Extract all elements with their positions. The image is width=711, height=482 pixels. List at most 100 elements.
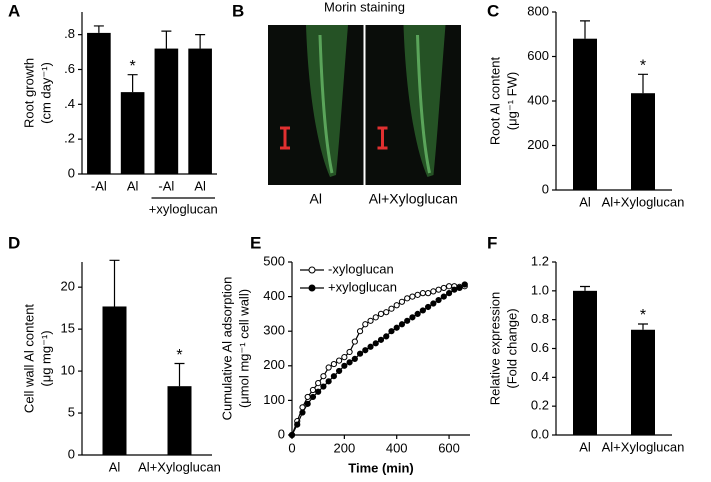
y-tick-label: 400 <box>263 288 285 303</box>
y-tick-label: 0.0 <box>531 426 549 441</box>
data-point <box>362 347 369 354</box>
significance-mark: * <box>130 58 136 75</box>
data-point <box>383 333 390 340</box>
data-point <box>419 290 426 297</box>
data-point <box>325 378 332 385</box>
data-point <box>404 295 411 302</box>
x-tick-label: 200 <box>334 440 356 455</box>
error-bar <box>638 323 648 330</box>
y-tick-label: 0.2 <box>531 398 549 413</box>
panel-letter: D <box>8 233 20 252</box>
bar <box>102 306 127 455</box>
data-point <box>398 298 406 305</box>
x-tick-label: 400 <box>386 440 408 455</box>
data-point <box>341 362 348 369</box>
panel-letter: E <box>250 233 261 252</box>
data-point <box>419 307 426 314</box>
data-point <box>330 373 337 380</box>
data-point <box>367 317 374 324</box>
y-tick-label: 1.2 <box>531 253 549 268</box>
data-point <box>351 355 358 362</box>
data-point <box>461 281 468 288</box>
y-tick-label: .8 <box>64 26 75 41</box>
series-line <box>291 283 466 436</box>
data-point <box>388 328 395 335</box>
root-signal <box>416 34 431 174</box>
group-label: +xyloglucan <box>149 201 218 216</box>
y-axis-label: (μg mg⁻¹) <box>38 330 53 386</box>
series-line <box>291 285 465 436</box>
x-tick-label: Al <box>579 439 591 454</box>
data-point <box>388 305 395 312</box>
y-tick-label: 200 <box>527 137 549 152</box>
bar <box>154 48 179 175</box>
data-point <box>404 317 411 324</box>
bar <box>631 329 655 435</box>
data-point <box>299 409 306 416</box>
scale-bar <box>280 126 290 150</box>
bar <box>573 290 597 435</box>
data-point <box>409 314 416 321</box>
y-axis-label: (cm day⁻¹) <box>38 62 53 124</box>
image-label: Al+Xyloglucan <box>369 191 458 207</box>
y-axis-label: Relative expression <box>487 292 502 405</box>
y-tick-label: 0 <box>68 165 75 180</box>
data-point <box>440 293 447 300</box>
y-tick-label: 0.4 <box>531 369 549 384</box>
data-point <box>414 310 421 317</box>
data-point <box>320 383 327 390</box>
data-point <box>398 321 406 328</box>
y-tick-label: 15 <box>61 321 75 336</box>
root-outline <box>403 25 446 177</box>
x-tick-label: Al <box>579 194 591 209</box>
data-point <box>309 393 317 401</box>
x-tick-label: Al <box>194 178 206 193</box>
error-bar <box>93 25 104 33</box>
y-tick-label: 0 <box>68 446 75 461</box>
root-signal <box>318 34 334 174</box>
data-point <box>351 338 358 345</box>
error-bar <box>109 259 120 307</box>
bar <box>167 386 192 455</box>
x-tick-label: -Al <box>91 178 107 193</box>
y-tick-label: 10 <box>61 363 75 378</box>
data-point <box>383 309 390 316</box>
significance-mark: * <box>640 58 646 75</box>
y-tick-label: 800 <box>527 3 549 18</box>
data-point <box>445 283 453 290</box>
data-point <box>309 386 317 394</box>
data-point <box>356 328 364 335</box>
x-axis-label: Time (min) <box>348 460 414 475</box>
panel-letter: C <box>487 1 499 20</box>
data-point <box>362 321 369 328</box>
error-bar <box>195 34 206 49</box>
y-tick-label: 1.0 <box>531 282 549 297</box>
data-point <box>440 284 447 292</box>
y-tick-label: 20 <box>61 279 75 294</box>
y-tick-label: 400 <box>527 92 549 107</box>
legend-label: -xyloglucan <box>328 261 394 276</box>
data-point <box>315 380 322 387</box>
error-bar <box>580 285 590 291</box>
y-tick-label: 200 <box>263 357 285 372</box>
data-point <box>325 364 332 371</box>
data-point <box>372 314 379 321</box>
data-point <box>393 302 400 309</box>
root-outline <box>306 25 348 177</box>
x-tick-label: Al+Xyloglucan <box>602 194 685 209</box>
y-tick-label: 100 <box>263 392 285 407</box>
data-point <box>414 291 421 298</box>
y-tick-label: 500 <box>263 253 285 268</box>
data-point <box>367 343 374 350</box>
y-tick-label: 0 <box>542 181 549 196</box>
scale-bar <box>377 126 388 150</box>
data-point <box>346 359 353 366</box>
y-tick-label: .4 <box>64 96 75 111</box>
y-tick-label: 0.8 <box>531 311 549 326</box>
y-tick-label: 5 <box>68 404 75 419</box>
y-axis-label: Cumulative Al adsorption <box>219 277 234 421</box>
y-tick-label: 0 <box>278 426 285 441</box>
y-tick-label: .2 <box>64 131 75 146</box>
bar <box>188 48 212 175</box>
